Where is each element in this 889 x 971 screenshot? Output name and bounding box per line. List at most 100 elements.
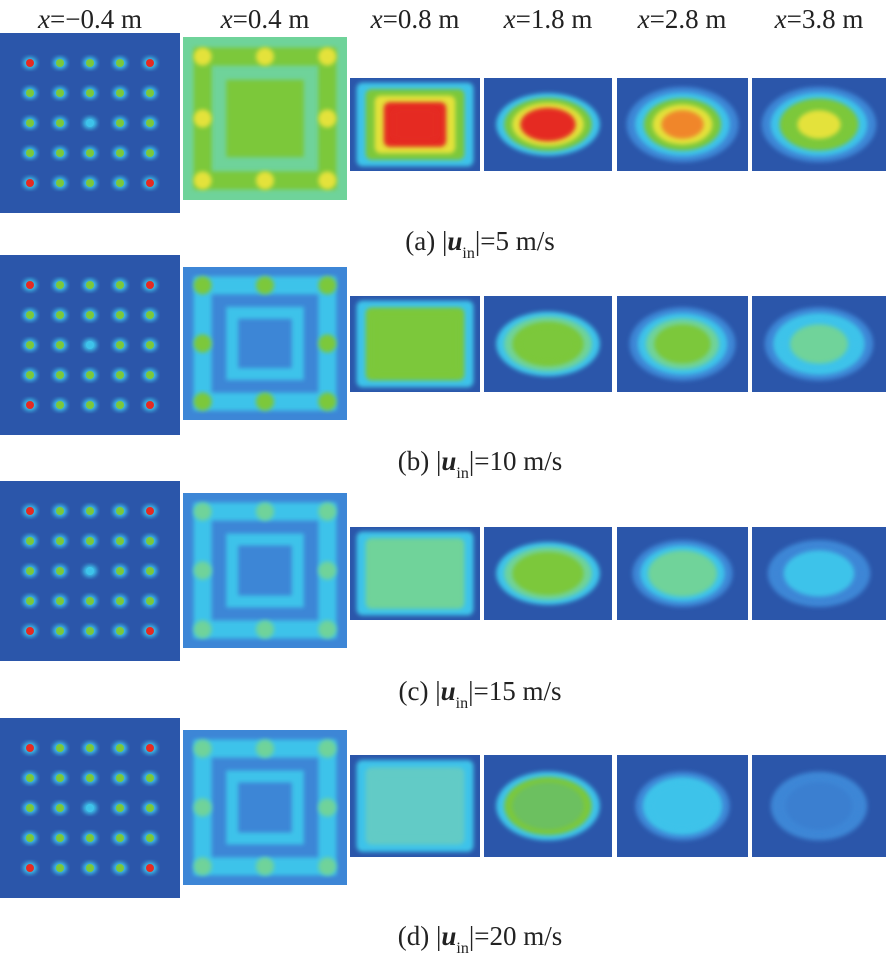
variable: x [220, 4, 233, 34]
jet-core [146, 371, 154, 379]
jet-core [116, 597, 124, 605]
jet-core [56, 627, 64, 635]
contour-level [520, 326, 576, 362]
jet-core [86, 89, 94, 97]
jet-core [116, 834, 124, 842]
jet-core [116, 774, 124, 782]
contour-blob [193, 392, 212, 411]
jet-core [26, 341, 34, 349]
jet-core [116, 537, 124, 545]
jet-core [86, 804, 94, 812]
variable: x [637, 4, 650, 34]
jet-core [26, 627, 34, 635]
jet-core [56, 371, 64, 379]
jet-core [86, 567, 94, 575]
jet-core [26, 774, 34, 782]
jet-core [116, 627, 124, 635]
contour-blob [256, 857, 274, 876]
caption-prefix: (b) | [398, 446, 442, 476]
contour-level [650, 782, 715, 830]
jet-core [26, 401, 34, 409]
contour-blob [193, 620, 212, 639]
jet-core [56, 119, 64, 127]
row-caption: (a) |uin|=5 m/s [405, 226, 555, 262]
subscript: in [456, 940, 468, 957]
jet-core [56, 834, 64, 842]
jet-core [116, 89, 124, 97]
contour-blob [318, 392, 337, 411]
jet-core [56, 567, 64, 575]
jet-core [26, 311, 34, 319]
jet-core [86, 864, 94, 872]
column-header: x=0.8 m [370, 4, 460, 34]
contour-blob [193, 171, 212, 190]
jet-core [146, 281, 154, 289]
jet-core [56, 537, 64, 545]
jet-core [116, 401, 124, 409]
subscript: in [462, 245, 474, 262]
jet-core [26, 59, 34, 67]
jet-core [56, 179, 64, 187]
jet-core [116, 119, 124, 127]
jet-core [146, 804, 154, 812]
jet-core [116, 281, 124, 289]
jet-core [56, 401, 64, 409]
jet-core [116, 59, 124, 67]
caption-prefix: (a) | [405, 226, 447, 256]
contour-level [785, 782, 853, 830]
contour-blob [318, 109, 337, 128]
contour-level [512, 551, 584, 596]
jet-core [26, 281, 34, 289]
variable: x [37, 4, 50, 34]
contour-blob [318, 620, 337, 639]
jet-core [26, 119, 34, 127]
contour-blob [318, 334, 337, 353]
jet-core [86, 627, 94, 635]
jet-core [146, 311, 154, 319]
contour-blob [193, 798, 212, 817]
header-text: =0.4 m [233, 4, 310, 34]
jet-core [146, 537, 154, 545]
variable: x [503, 4, 516, 34]
contour-blob [193, 334, 212, 353]
jet-core [116, 341, 124, 349]
caption-suffix: |=20 m/s [469, 921, 562, 951]
variable: u [447, 226, 462, 256]
jet-core [56, 774, 64, 782]
contour-blob [193, 276, 212, 295]
jet-core [146, 567, 154, 575]
jet-core [56, 864, 64, 872]
contour-blob [318, 47, 337, 66]
contour-blob [318, 798, 337, 817]
column-header: x=3.8 m [774, 4, 864, 34]
jet-core [56, 89, 64, 97]
row-caption: (c) |uin|=15 m/s [398, 676, 561, 712]
jet-core [146, 744, 154, 752]
jet-core [56, 597, 64, 605]
jet-core [56, 281, 64, 289]
jet-core [26, 834, 34, 842]
variable: x [370, 4, 383, 34]
panels [0, 33, 886, 898]
jet-core [26, 371, 34, 379]
contour-level [374, 774, 456, 838]
column-header: x=2.8 m [637, 4, 727, 34]
jet-core [146, 507, 154, 515]
caption-suffix: |=10 m/s [469, 446, 562, 476]
contour-blob [256, 47, 274, 66]
jet-core [26, 597, 34, 605]
contour-level [797, 110, 841, 139]
contour-blob [318, 857, 337, 876]
column-headers: x=−0.4 m x=0.4 m x=0.8 m x=1.8 m x=2.8 m x=3.… [37, 4, 863, 34]
jet-core [86, 744, 94, 752]
jet-core [86, 507, 94, 515]
jet-core [86, 179, 94, 187]
jet-core [146, 59, 154, 67]
jet-core [146, 597, 154, 605]
header-text: =3.8 m [787, 4, 864, 34]
jet-core [116, 864, 124, 872]
jet-core [26, 744, 34, 752]
jet-core [56, 744, 64, 752]
jet-core [146, 774, 154, 782]
